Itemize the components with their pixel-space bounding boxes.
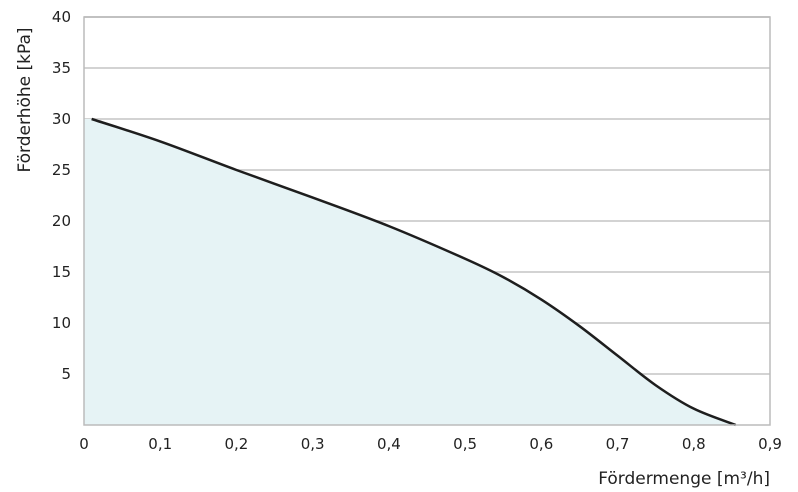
x-tick-label: 0,2 [225, 435, 249, 453]
x-tick-label: 0,3 [301, 435, 325, 453]
y-tick-label: 20 [52, 212, 71, 230]
y-tick-label: 15 [52, 263, 71, 281]
x-tick-label: 0,5 [453, 435, 477, 453]
x-tick-label: 0 [79, 435, 89, 453]
y-tick-label: 35 [52, 59, 71, 77]
plot-frame [83, 16, 771, 426]
y-tick-labels: 5 10 15 20 25 30 35 40 [52, 8, 71, 383]
x-tick-label: 0,8 [682, 435, 706, 453]
x-axis-label: Fördermenge [m³/h] [598, 469, 770, 489]
area-fill [84, 119, 736, 425]
x-tick-label: 0,9 [758, 435, 782, 453]
series-line [91, 117, 737, 427]
y-axis-label: Förderhöhe [kPa] [15, 27, 35, 172]
x-tick-labels: 0 0,1 0,2 0,3 0,4 0,5 0,6 0,7 0,8 0,9 [79, 435, 782, 453]
y-tick-label: 10 [52, 314, 71, 332]
y-tick-label: 25 [52, 161, 71, 179]
x-tick-label: 0,6 [529, 435, 553, 453]
y-tick-label: 40 [52, 8, 71, 26]
x-tick-label: 0,7 [606, 435, 630, 453]
x-tick-label: 0,4 [377, 435, 401, 453]
y-tick-label: 5 [61, 365, 71, 383]
y-tick-label: 30 [52, 110, 71, 128]
x-tick-label: 0,1 [148, 435, 172, 453]
